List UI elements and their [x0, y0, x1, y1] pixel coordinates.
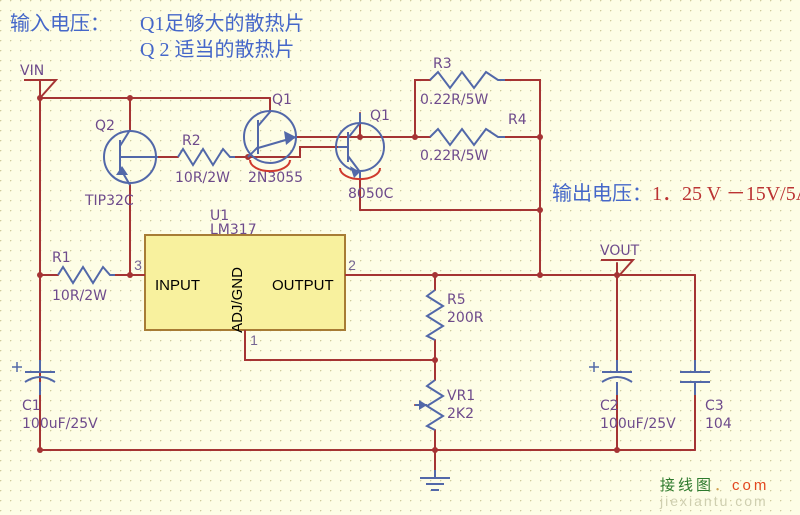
- ref-c3: C3: [705, 398, 724, 414]
- ref-q2: Q2: [95, 118, 115, 134]
- val-r2: 10R/2W: [175, 170, 230, 186]
- label-vout: VOUT: [600, 243, 640, 259]
- val-c2: 100uF/25V: [600, 416, 676, 432]
- pin2-num: 2: [348, 257, 356, 273]
- val-r3: 0.22R/5W: [420, 92, 489, 108]
- note-q1: Q1足够大的散热片: [140, 12, 304, 35]
- circuit-schematic: VIN VOUT R1 10R/2W R2 10R/2W R3 0.22R/5W…: [0, 0, 800, 515]
- watermark: 接线图．com jiexiantu.com: [659, 477, 769, 509]
- ref-r1: R1: [52, 250, 71, 266]
- ref-q1s: Q1: [370, 108, 390, 124]
- ref-c2: C2: [600, 398, 619, 414]
- watermark-cn: 接线图．com: [660, 477, 769, 494]
- label-vin: VIN: [20, 63, 44, 79]
- ref-c1: C1: [22, 398, 41, 414]
- background-grid: [0, 0, 800, 515]
- pin1-num: 1: [250, 332, 258, 348]
- ref-r5: R5: [447, 292, 466, 308]
- ref-q1p: Q1: [272, 92, 292, 108]
- ref-r3: R3: [433, 56, 452, 72]
- pin3-num: 3: [134, 257, 142, 273]
- ref-r4: R4: [508, 112, 527, 128]
- val-c3: 104: [705, 416, 732, 432]
- val-q1p: 2N3055: [248, 170, 303, 186]
- heading-output-value: 1．25 V －15V/5A: [652, 183, 800, 205]
- val-r4: 0.22R/5W: [420, 148, 489, 164]
- ref-r2: R2: [182, 133, 201, 149]
- pin3-name: INPUT: [155, 277, 200, 294]
- val-q1s: 8050C: [348, 186, 394, 202]
- watermark-en: jiexiantu.com: [659, 493, 768, 509]
- val-r1: 10R/2W: [52, 288, 107, 304]
- pin1-name: ADJ/GND: [229, 267, 246, 333]
- pin2-name: OUTPUT: [272, 277, 334, 294]
- val-u1: LM317: [210, 222, 257, 238]
- val-vr1: 2K2: [447, 406, 474, 422]
- note-q2: Q 2 适当的散热片: [140, 38, 294, 61]
- val-q2: TIP32C: [84, 193, 134, 209]
- heading-input: 输入电压：: [10, 12, 110, 35]
- heading-output-prefix: 输出电压：: [552, 182, 652, 205]
- val-r5: 200R: [447, 310, 484, 326]
- ref-vr1: VR1: [447, 388, 475, 404]
- val-c1: 100uF/25V: [22, 416, 98, 432]
